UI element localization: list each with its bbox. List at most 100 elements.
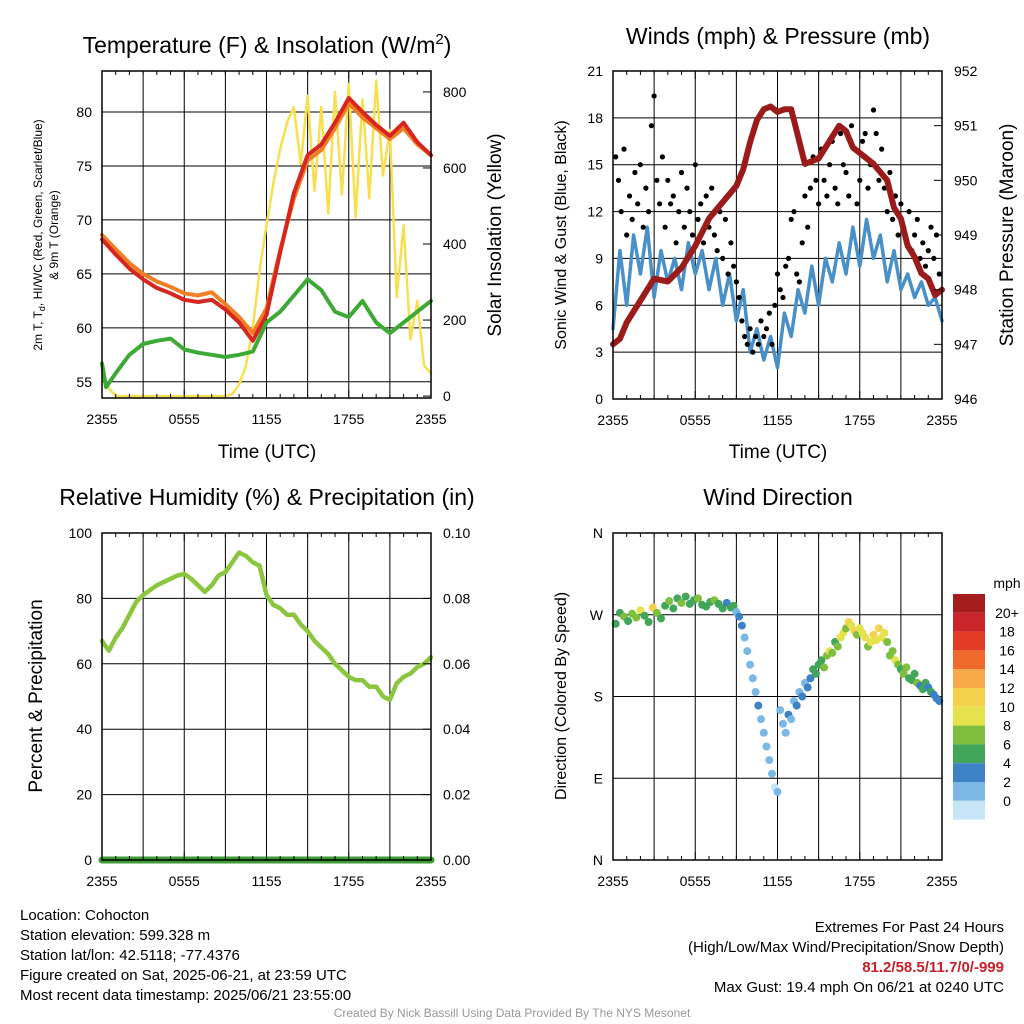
legend-label: 2 xyxy=(1003,774,1011,790)
legend-label: 10 xyxy=(999,699,1015,715)
gust-point xyxy=(906,209,912,215)
gust-point xyxy=(689,232,696,238)
station-latlon: Station lat/lon: 42.5118; -77.4376 xyxy=(20,947,240,964)
winds-panel: Winds (mph) & Pressure (mb) 2355 0555 1155… xyxy=(553,23,1018,463)
gust-point xyxy=(769,341,775,347)
gust-point xyxy=(720,255,726,261)
y2-tick-label: 0 xyxy=(443,388,451,404)
x-tick-label: 1155 xyxy=(251,873,281,889)
wind-direction-point xyxy=(669,604,678,613)
gust-point xyxy=(736,294,742,301)
x-tick-label: 1755 xyxy=(844,873,875,889)
y-tick-label: 40 xyxy=(76,721,92,737)
y-tick-label: 55 xyxy=(76,374,92,390)
gust-point xyxy=(854,201,860,207)
legend-title: mph xyxy=(993,575,1020,591)
y-tick-label: N xyxy=(593,852,603,868)
wind-direction-point xyxy=(773,787,782,796)
max-gust: Max Gust: 19.4 mph On 06/21 at 0240 UTC xyxy=(713,979,1004,996)
gust-point xyxy=(777,287,783,293)
y-tick-label: 0 xyxy=(595,391,603,407)
gust-point xyxy=(648,123,655,129)
gust-point xyxy=(914,216,920,222)
gust-point xyxy=(635,201,641,207)
y-tick-label: 75 xyxy=(76,158,92,174)
wind-direction-point xyxy=(759,728,768,737)
y-tick-label: E xyxy=(594,770,603,786)
y-tick-label: 60 xyxy=(76,320,92,336)
legend-label: 8 xyxy=(1003,718,1011,734)
gust-point xyxy=(698,201,704,207)
y2-tick-label: 200 xyxy=(443,312,467,328)
gust-point xyxy=(788,216,794,222)
gust-point xyxy=(744,341,750,347)
winds-grid xyxy=(613,70,942,400)
x-tick-label: 1155 xyxy=(762,412,792,428)
gust-point xyxy=(624,232,630,238)
gust-point xyxy=(865,185,871,191)
y-tick-label: 15 xyxy=(587,157,603,173)
gust-point xyxy=(668,201,674,207)
gust-point xyxy=(714,248,720,254)
gust-point xyxy=(676,209,682,215)
gust-point xyxy=(643,185,649,191)
legend-swatch xyxy=(953,669,985,688)
figure-created: Figure created on Sat, 2025-06-21, at 23… xyxy=(20,967,347,984)
y-tick-label: 80 xyxy=(76,590,92,606)
humidity-y-axis-label: Percent & Precipitation xyxy=(26,599,47,792)
wind-direction-point xyxy=(743,647,752,656)
legend-swatch xyxy=(953,706,985,726)
gust-point xyxy=(925,248,931,254)
gust-point xyxy=(747,326,753,332)
temperature-panel-title: Temperature (F) & Insolation (W/m2) xyxy=(83,31,452,58)
wind-direction-point xyxy=(781,728,790,737)
y-tick-label: 65 xyxy=(76,266,92,282)
gust-point xyxy=(838,130,844,137)
relative-humidity-line xyxy=(99,550,434,703)
legend-swatch xyxy=(953,631,985,651)
wind-direction-point xyxy=(806,674,815,683)
legend-label: 16 xyxy=(999,642,1015,658)
gust-point xyxy=(920,240,926,246)
x-tick-label: 0555 xyxy=(680,873,711,889)
wind-direction-point xyxy=(779,719,787,728)
gust-point xyxy=(725,271,731,277)
temperature-ticks: 2355 0555 1155 1755 235555606570758002004006… xyxy=(76,71,467,427)
gust-point xyxy=(887,169,893,176)
gust-point xyxy=(859,138,866,144)
gust-point xyxy=(835,201,841,207)
pressure-y-axis-label: Station Pressure (Maroon) xyxy=(997,124,1018,347)
station-info: Location: Cohocton Station elevation: 59… xyxy=(20,906,351,1006)
gust-point xyxy=(884,209,890,215)
wind-direction-point xyxy=(803,683,812,692)
legend-swatch xyxy=(953,800,985,820)
wind-direction-point xyxy=(874,624,883,633)
gust-point xyxy=(879,146,885,152)
wind-direction-point xyxy=(632,613,641,622)
y2-tick-label: 0.02 xyxy=(443,787,470,803)
gust-point xyxy=(794,271,800,277)
gust-point xyxy=(632,169,638,176)
gust-point xyxy=(821,177,827,183)
gust-point xyxy=(731,263,737,269)
wind-direction-point xyxy=(636,606,645,615)
x-tick-label: 0555 xyxy=(169,411,200,427)
gust-point xyxy=(618,209,624,215)
gust-point xyxy=(931,255,937,261)
gust-point xyxy=(848,123,855,129)
x-tick-label: 1755 xyxy=(333,411,364,427)
y-tick-label: 3 xyxy=(595,344,603,360)
x-tick-label: 0555 xyxy=(680,412,711,428)
gust-point xyxy=(862,130,868,137)
y2-tick-label: 948 xyxy=(954,282,978,298)
y-tick-label: 9 xyxy=(595,250,603,266)
wind-direction-point xyxy=(677,598,686,607)
winds-ticks: 2355 0555 1155 1755 2355 0 3 6 9 12 15 18 21 946 947 94… xyxy=(587,63,977,428)
gust-point xyxy=(753,333,759,340)
y2-tick-label: 0.04 xyxy=(443,721,470,737)
gust-point xyxy=(651,93,657,99)
gust-point xyxy=(870,107,877,113)
y-tick-label: 80 xyxy=(76,104,92,120)
wind-direction-point xyxy=(624,617,633,626)
y-tick-label: 20 xyxy=(76,787,92,803)
